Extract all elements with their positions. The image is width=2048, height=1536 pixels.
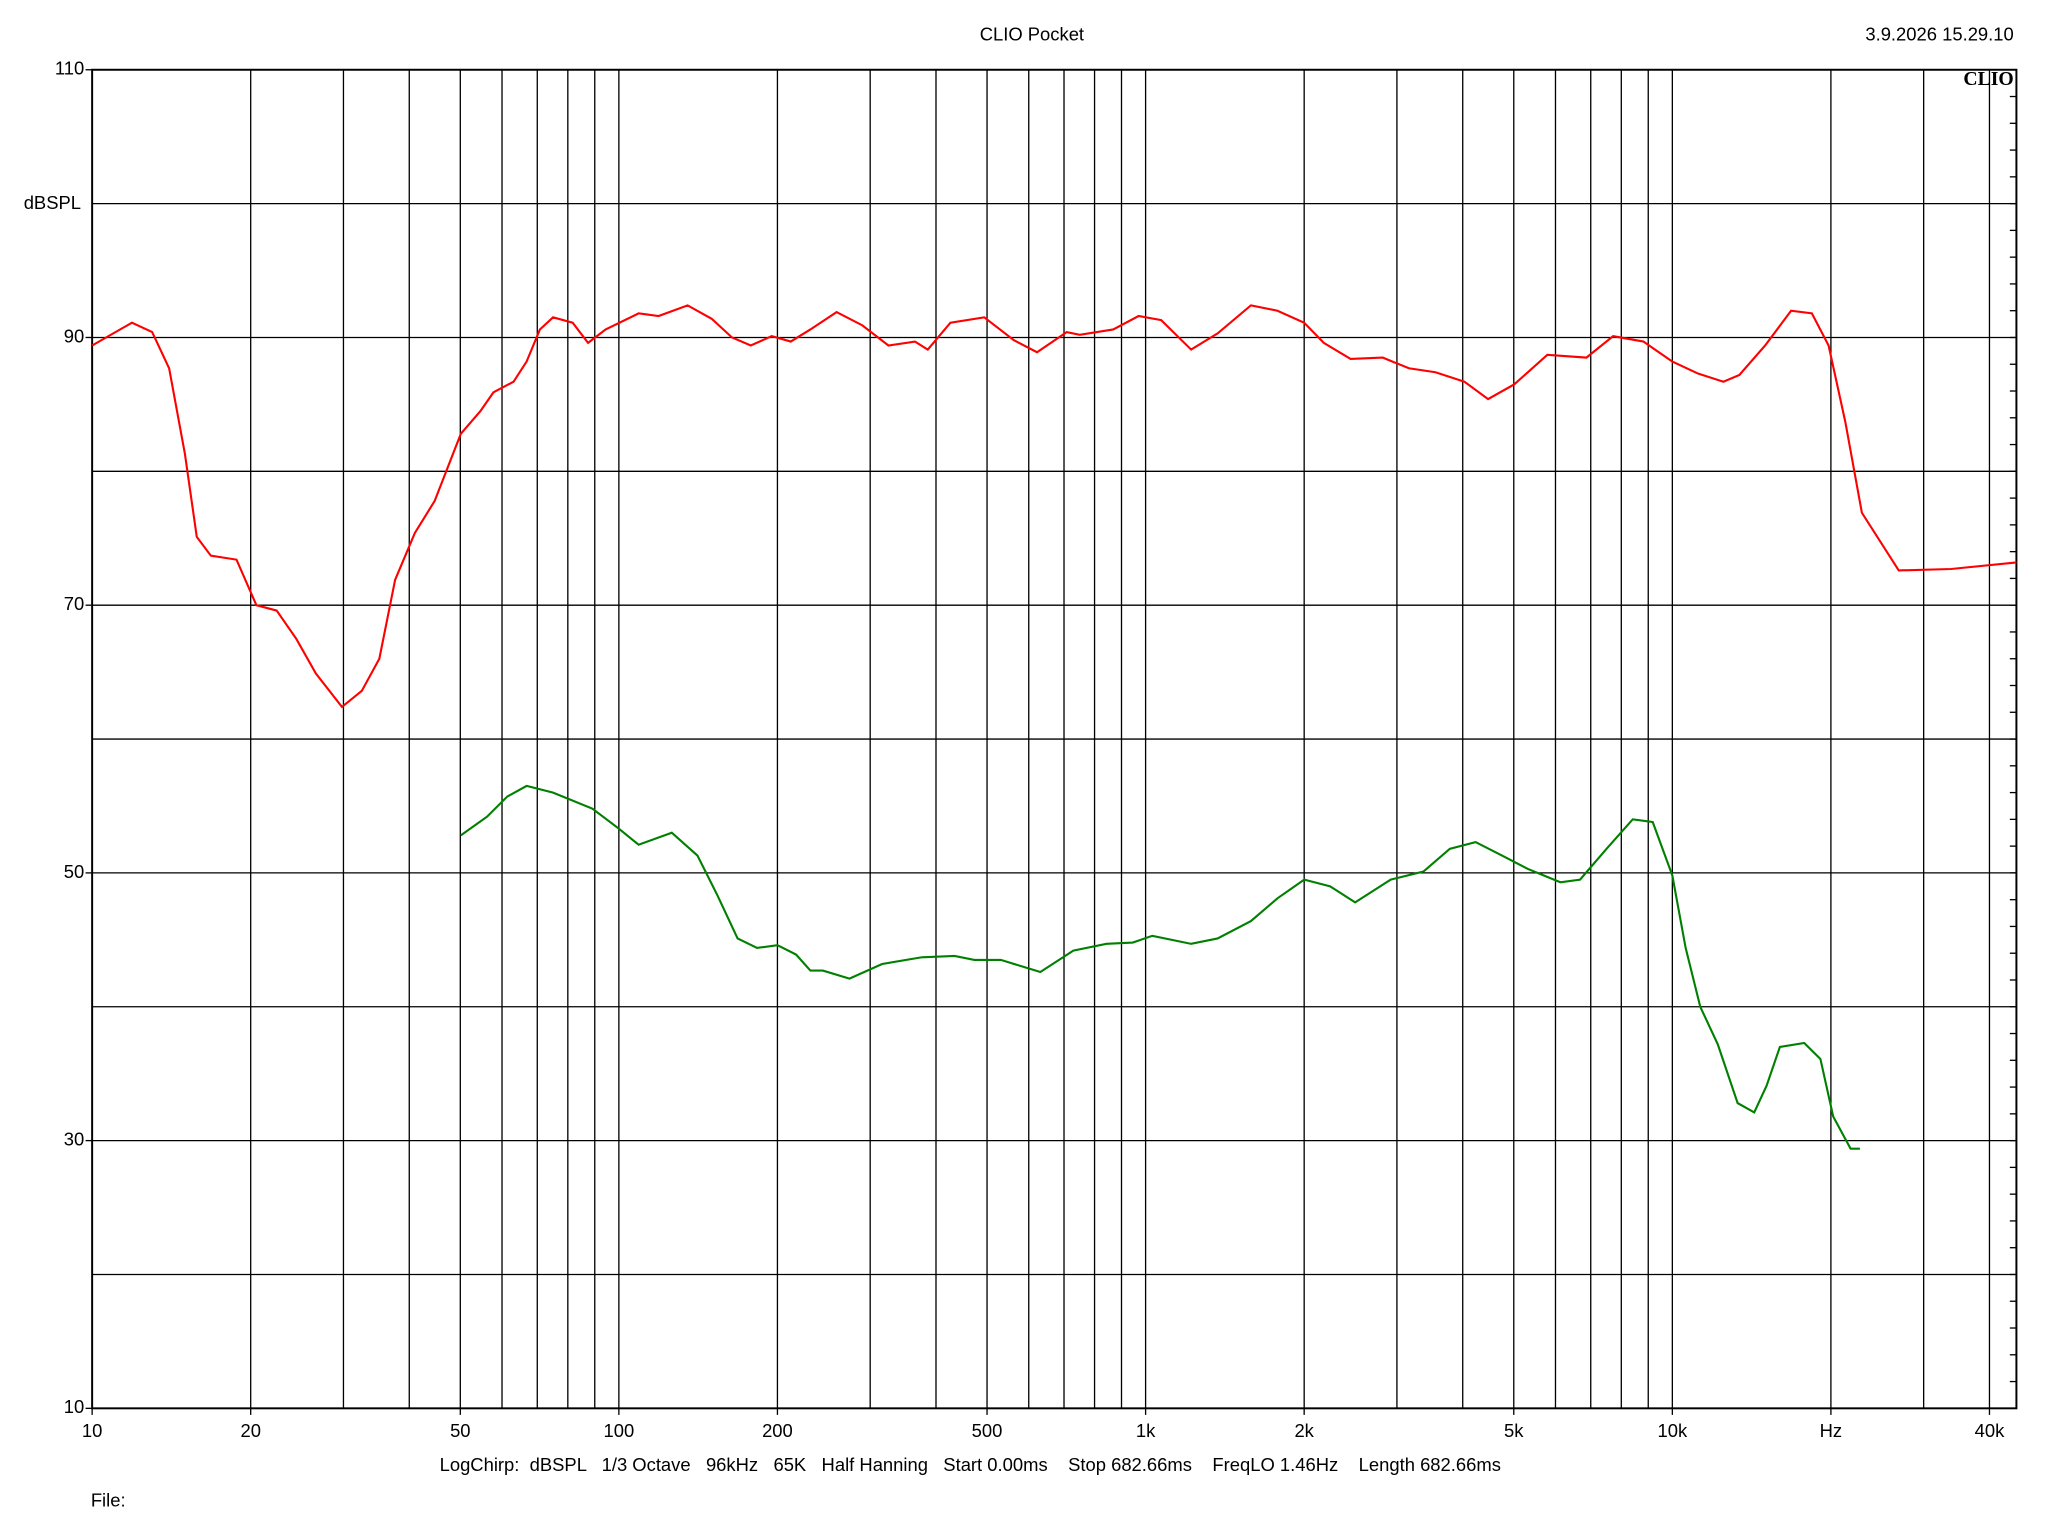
x-tick-label: 100 <box>604 1420 635 1441</box>
x-tick-label: 10 <box>82 1420 102 1441</box>
series-line <box>91 304 2017 709</box>
x-tick-label: 200 <box>762 1420 793 1441</box>
y-tick-label: 110 <box>55 58 84 79</box>
y-axis-label: dBSPL <box>24 192 81 213</box>
x-tick-label: 10k <box>1657 1420 1687 1441</box>
timestamp: 3.9.2026 15.29.10 <box>1865 23 2013 44</box>
series-line <box>460 784 1860 1150</box>
file-label: File: <box>91 1490 126 1511</box>
x-tick-label: 50 <box>450 1420 470 1441</box>
x-tick-label: 40k <box>1975 1420 2005 1441</box>
x-tick-label: 5k <box>1504 1420 1524 1441</box>
y-tick-label: 10 <box>64 1396 84 1417</box>
x-tick-label: 500 <box>972 1420 1003 1441</box>
x-tick-label: 20 <box>240 1420 260 1441</box>
y-tick-label: 70 <box>64 593 84 614</box>
x-tick-label: Hz <box>1820 1420 1843 1441</box>
x-tick-label: 2k <box>1294 1420 1314 1441</box>
logo: CLIO <box>1963 68 2013 90</box>
footer: LogChirp: dBSPL 1/3 Octave 96kHz 65K Hal… <box>440 1454 1501 1475</box>
y-tick-label: 90 <box>64 325 84 346</box>
chart-title: CLIO Pocket <box>980 23 1084 44</box>
plot-frame <box>91 68 2018 1410</box>
y-tick-label: 50 <box>64 861 84 882</box>
y-tick-label: 30 <box>64 1128 84 1149</box>
x-tick-label: 1k <box>1136 1420 1156 1441</box>
